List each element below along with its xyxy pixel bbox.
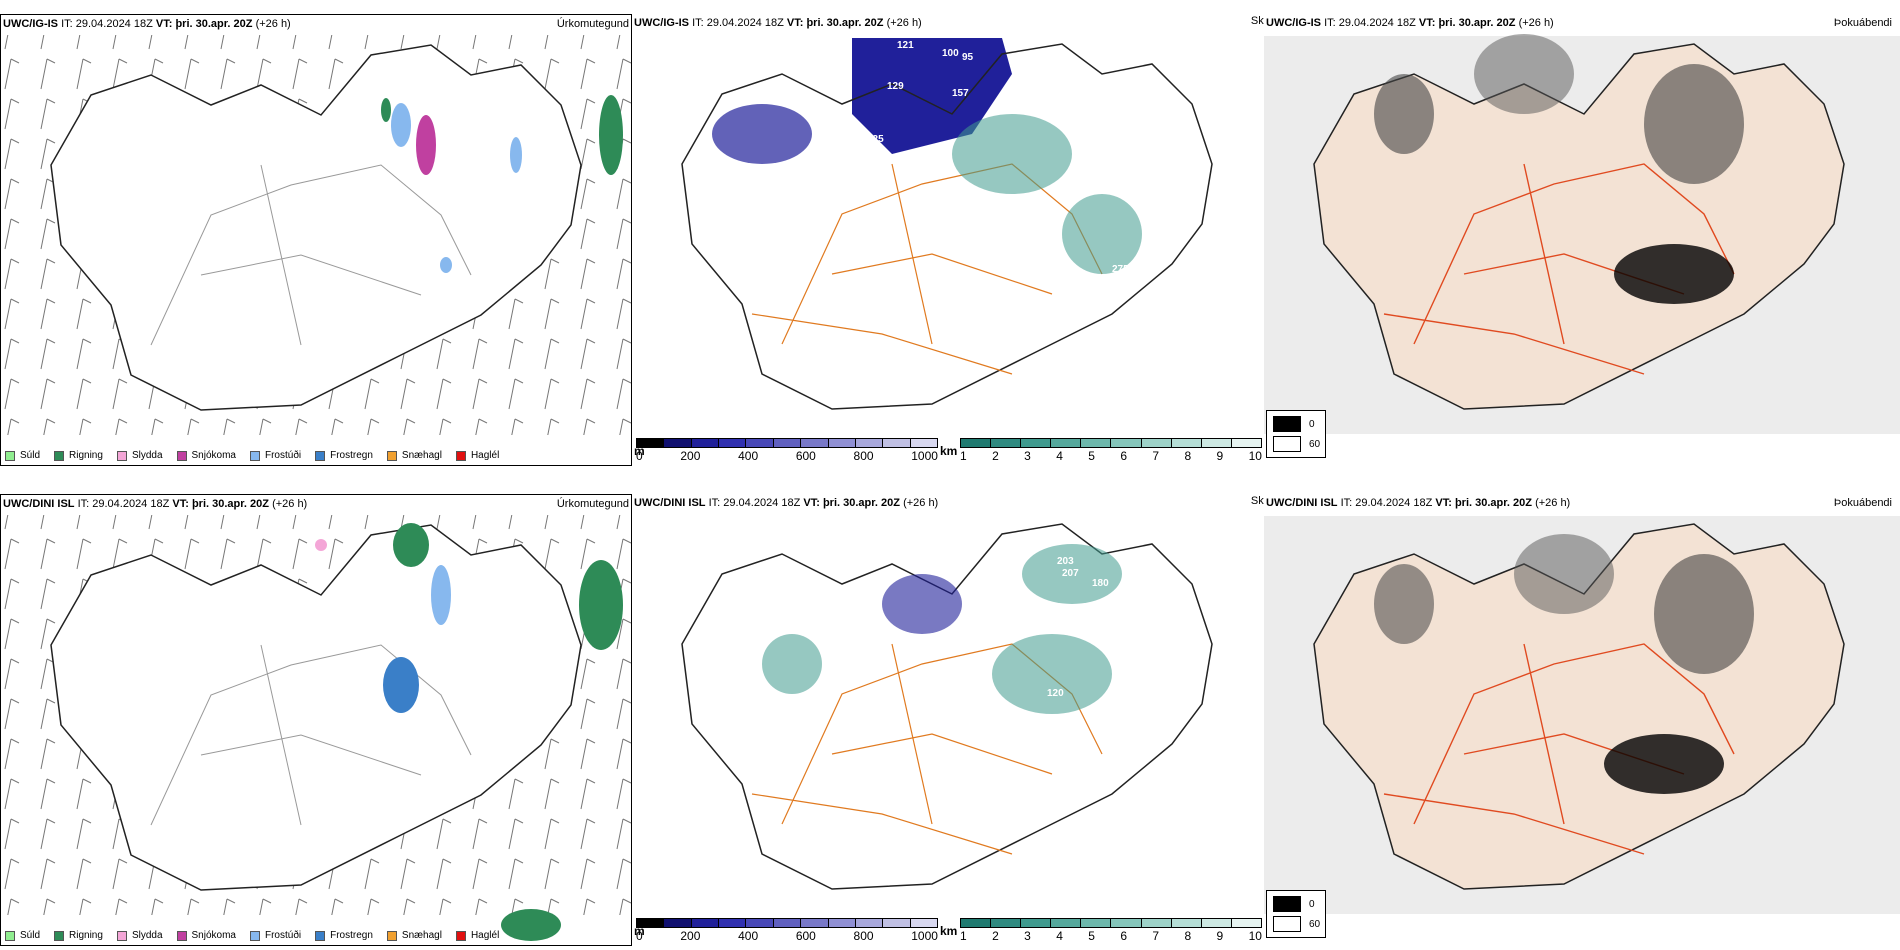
panel-title: Úrkomutegund <box>556 498 629 510</box>
value-label: 95 <box>952 720 964 731</box>
panel-header: UWC/DINI ISL IT: 29.04.2024 18Z VT: þri.… <box>3 498 308 510</box>
value-label: 100 <box>942 48 959 59</box>
legend-item: Súld <box>5 930 40 941</box>
fog-legend: 0 60 <box>1266 890 1326 938</box>
value-label: 111 <box>1107 734 1123 745</box>
panel-title: Þokuábendi <box>1833 17 1892 29</box>
fog-indicator-panel-top: UWC/IG-IS IT: 29.04.2024 18Z VT: þri. 30… <box>1264 14 1900 466</box>
legend-item: Haglél <box>455 930 499 941</box>
cloudbase-values: 121 100 95 129 157 58 125 65 338 275 <box>782 40 1129 275</box>
visibility-scale: 1 2 3 4 5 6 7 8 9 10 <box>960 438 1262 463</box>
legend-item: Snjókoma <box>176 450 236 461</box>
value-label: 95 <box>962 52 974 63</box>
cloudbase-scale: 0 200 400 600 800 1000 <box>636 918 938 943</box>
value-label: 180 <box>1092 578 1109 589</box>
value-label: 157 <box>952 88 969 99</box>
fog-indicator-panel-bottom: UWC/DINI ISL IT: 29.04.2024 18Z VT: þri.… <box>1264 494 1900 946</box>
legend-item: Rigning <box>54 930 103 941</box>
value-label: 182 <box>882 686 899 697</box>
visibility-unit: km <box>940 444 958 458</box>
value-label: 120 <box>1047 688 1064 699</box>
value-label: 203 <box>1057 556 1074 567</box>
panel-header: UWC/IG-IS IT: 29.04.2024 18Z VT: þri. 30… <box>1266 17 1554 29</box>
value-label: 129 <box>887 81 904 92</box>
legend-item: Slydda <box>116 450 163 461</box>
cloudbase-scale: 0 200 400 600 800 1000 <box>636 438 938 463</box>
visibility-scale: 1 2 3 4 5 6 7 8 9 10 <box>960 918 1262 943</box>
precip-type-map <box>1 515 633 941</box>
precip-type-legend: Súld Rigning Slydda Snjókoma Frostúði Fr… <box>5 450 499 461</box>
legend-item: Frostúði <box>249 930 301 941</box>
value-label: 58 <box>812 106 824 117</box>
legend-item: Frostregn <box>315 450 373 461</box>
fog-legend: 0 60 <box>1266 410 1326 458</box>
legend-item: Snæhagl <box>386 450 442 461</box>
cloudbase-visibility-panel-bottom: UWC/DINI ISL IT: 29.04.2024 18Z VT: þri.… <box>632 494 1290 946</box>
iceland-outline <box>50 44 582 411</box>
legend-item: Snæhagl <box>386 930 442 941</box>
legend-item: Rigning <box>54 450 103 461</box>
panel-header: UWC/DINI ISL IT: 29.04.2024 18Z VT: þri.… <box>634 497 939 509</box>
value-label: 121 <box>897 40 914 51</box>
panel-title: Þokuábendi <box>1833 497 1892 509</box>
legend-item: Slydda <box>116 930 163 941</box>
precip-type-legend: Súld Rigning Slydda Snjókoma Frostúði Fr… <box>5 930 499 941</box>
cloudbase-unit: m <box>634 444 645 458</box>
value-label: 125 <box>867 134 884 145</box>
legend-item: Frostúði <box>249 450 301 461</box>
precip-type-panel-top: UWC/IG-IS IT: 29.04.2024 18Z VT: þri. 30… <box>0 14 633 466</box>
cloudbase-unit: m <box>634 924 645 938</box>
fog-map <box>1264 34 1900 434</box>
value-label: 275 <box>1112 264 1129 275</box>
visibility-unit: km <box>940 924 958 938</box>
fog-map <box>1264 516 1900 914</box>
legend-item: Snjókoma <box>176 930 236 941</box>
legend-item: Frostregn <box>315 930 373 941</box>
cloudbase-map: 121 100 95 129 157 58 125 65 338 275 <box>681 38 1213 410</box>
panel-title: Úrkomutegund <box>556 18 629 30</box>
cloudbase-visibility-panel-top: UWC/IG-IS IT: 29.04.2024 18Z VT: þri. 30… <box>632 14 1290 466</box>
value-label: 207 <box>1062 568 1079 579</box>
precip-type-panel-bottom: UWC/DINI ISL IT: 29.04.2024 18Z VT: þri.… <box>0 494 633 946</box>
value-label: 338 <box>1037 211 1054 222</box>
legend-item: Súld <box>5 450 40 461</box>
value-label: 102 <box>812 586 829 597</box>
value-label: 65 <box>782 161 794 172</box>
cloudbase-map: 203 207 180 102 182 95 120 111 <box>681 523 1213 890</box>
precip-cells <box>381 95 623 273</box>
precip-type-map <box>1 35 633 435</box>
legend-item: Haglél <box>455 450 499 461</box>
panel-header: UWC/IG-IS IT: 29.04.2024 18Z VT: þri. 30… <box>3 18 291 30</box>
cloudbase-values: 203 207 180 102 182 95 120 111 <box>812 556 1123 745</box>
panel-header: UWC/IG-IS IT: 29.04.2024 18Z VT: þri. 30… <box>634 17 922 29</box>
panel-header: UWC/DINI ISL IT: 29.04.2024 18Z VT: þri.… <box>1266 497 1571 509</box>
